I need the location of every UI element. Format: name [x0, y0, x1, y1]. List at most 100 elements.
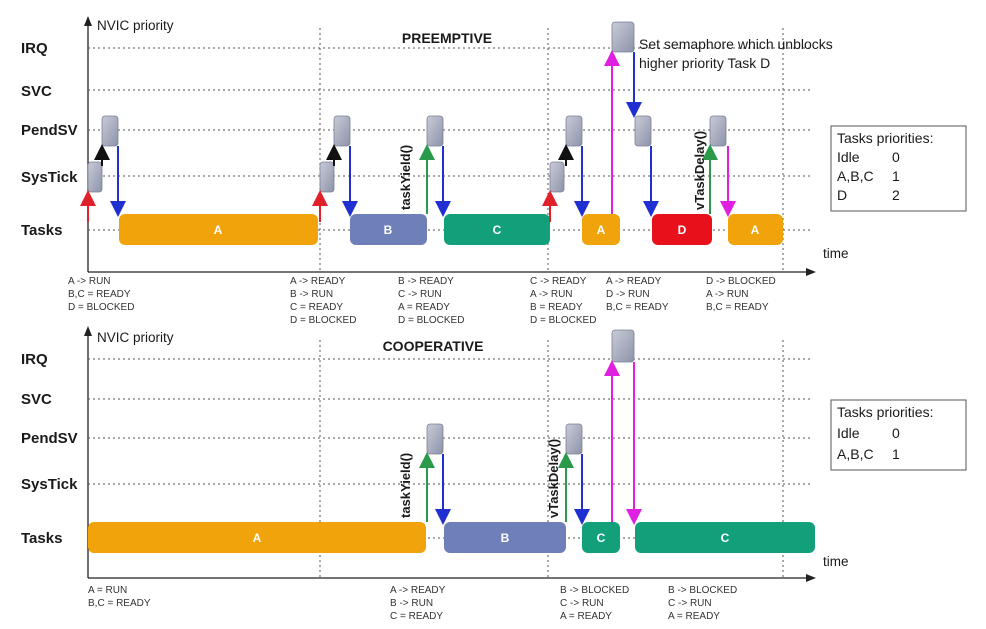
task-bar — [350, 214, 427, 245]
priority-value: 2 — [892, 187, 900, 203]
state-line: A -> READY — [290, 276, 346, 287]
priority-task: A,B,C — [837, 446, 874, 462]
task-bar-label: A — [751, 223, 760, 237]
task-bar-label: A — [253, 531, 262, 545]
state-line: A -> READY — [606, 276, 662, 287]
state-line: D = BLOCKED — [68, 302, 134, 313]
api-label-vtaskdelay: vTaskDelay() — [546, 439, 561, 518]
x-axis-arrow — [806, 268, 816, 276]
task-bar-label: A — [214, 223, 223, 237]
task-bar — [652, 214, 712, 245]
priorities-title: Tasks priorities: — [837, 130, 933, 146]
task-states: A = RUN B,C = READY A -> READY B -> RUN … — [88, 585, 737, 622]
row-label-pendsv: PendSV — [21, 430, 78, 447]
api-label-vtaskdelay: vTaskDelay() — [692, 131, 707, 210]
state-line: D = BLOCKED — [290, 315, 356, 326]
state-line: A = READY — [560, 611, 612, 622]
state-line: B -> RUN — [390, 598, 433, 609]
priority-value: 1 — [892, 168, 900, 184]
state-line: A -> READY — [390, 585, 446, 596]
state-line: A = RUN — [88, 585, 127, 596]
row-label-svc: SVC — [21, 391, 52, 408]
priority-task: Idle — [837, 149, 860, 165]
semaphore-note-line2: higher priority Task D — [639, 55, 770, 71]
cooperative-panel: NVIC priority COOPERATIVE time IRQ SVC P… — [21, 326, 967, 622]
priority-task: A,B,C — [837, 168, 874, 184]
state-line: C -> RUN — [398, 289, 442, 300]
task-bar — [582, 214, 620, 245]
state-line: C -> RUN — [668, 598, 712, 609]
row-gridlines — [88, 358, 810, 539]
x-axis-arrow — [806, 574, 816, 582]
state-line: B = READY — [530, 302, 583, 313]
panel-title: COOPERATIVE — [383, 338, 484, 354]
state-line: C -> RUN — [560, 598, 604, 609]
time-gridlines — [319, 28, 784, 272]
state-line: D = BLOCKED — [398, 315, 464, 326]
state-line: A = READY — [668, 611, 720, 622]
state-line: B,C = READY — [68, 289, 131, 300]
task-bar — [119, 214, 318, 245]
task-bar — [88, 522, 426, 553]
priority-value: 0 — [892, 149, 900, 165]
task-bars: A B C A D A — [119, 214, 783, 245]
state-line: B,C = READY — [88, 598, 151, 609]
axis-label: NVIC priority — [97, 330, 174, 345]
task-bar-label: C — [597, 531, 606, 545]
state-line: B -> RUN — [290, 289, 333, 300]
task-states: A -> RUN B,C = READY D = BLOCKED A -> RE… — [68, 276, 776, 326]
state-line: D = BLOCKED — [530, 315, 596, 326]
transition-arrows — [80, 50, 736, 222]
task-bar — [582, 522, 620, 553]
priorities-box: Tasks priorities: Idle 0 A,B,C 1 D 2 — [830, 125, 967, 212]
task-bar-label: A — [597, 223, 606, 237]
task-bar — [635, 522, 815, 553]
priority-value: 1 — [892, 446, 900, 462]
row-label-irq: IRQ — [21, 351, 48, 368]
api-label-taskyield: taskYield() — [398, 145, 413, 210]
interrupt-blocks — [87, 21, 727, 193]
row-label-svc: SVC — [21, 83, 52, 100]
state-line: C -> READY — [530, 276, 587, 287]
row-label-tasks: Tasks — [21, 530, 62, 547]
priorities-box: Tasks priorities: Idle 0 A,B,C 1 — [830, 399, 967, 471]
y-axis-arrow — [84, 16, 92, 26]
task-bar-label: C — [493, 223, 502, 237]
panel-title: PREEMPTIVE — [402, 30, 492, 46]
time-label: time — [823, 246, 849, 261]
state-line: A -> RUN — [68, 276, 111, 287]
state-line: B,C = READY — [706, 302, 769, 313]
priority-task: Idle — [837, 425, 860, 441]
state-line: D -> RUN — [606, 289, 650, 300]
task-bars: A B C C — [88, 522, 815, 553]
task-bar-label: B — [501, 531, 510, 545]
time-label: time — [823, 554, 849, 569]
interrupt-blocks — [426, 329, 635, 455]
transition-arrows — [419, 360, 642, 525]
state-line: A -> RUN — [706, 289, 749, 300]
task-bar — [444, 522, 566, 553]
semaphore-note-line1: Set semaphore which unblocks — [639, 36, 833, 52]
state-line: B,C = READY — [606, 302, 669, 313]
state-line: A -> RUN — [530, 289, 573, 300]
row-label-irq: IRQ — [21, 40, 48, 57]
state-line: D -> BLOCKED — [706, 276, 776, 287]
state-line: C = READY — [390, 611, 443, 622]
y-axis-arrow — [84, 326, 92, 336]
preemptive-panel: NVIC priority PREEMPTIVE time IRQ SVC Pe… — [21, 16, 967, 326]
task-bar-label: C — [721, 531, 730, 545]
state-line: B -> READY — [398, 276, 454, 287]
task-bar-label: D — [678, 223, 687, 237]
row-label-systick: SysTick — [21, 476, 78, 493]
task-bar — [728, 214, 783, 245]
state-line: B -> BLOCKED — [668, 585, 737, 596]
row-label-tasks: Tasks — [21, 222, 62, 239]
row-label-systick: SysTick — [21, 169, 78, 186]
task-bar — [444, 214, 550, 245]
row-label-pendsv: PendSV — [21, 122, 78, 139]
state-line: B -> BLOCKED — [560, 585, 629, 596]
task-bar-label: B — [384, 223, 393, 237]
api-label-taskyield: taskYield() — [398, 453, 413, 518]
priority-task: D — [837, 187, 847, 203]
